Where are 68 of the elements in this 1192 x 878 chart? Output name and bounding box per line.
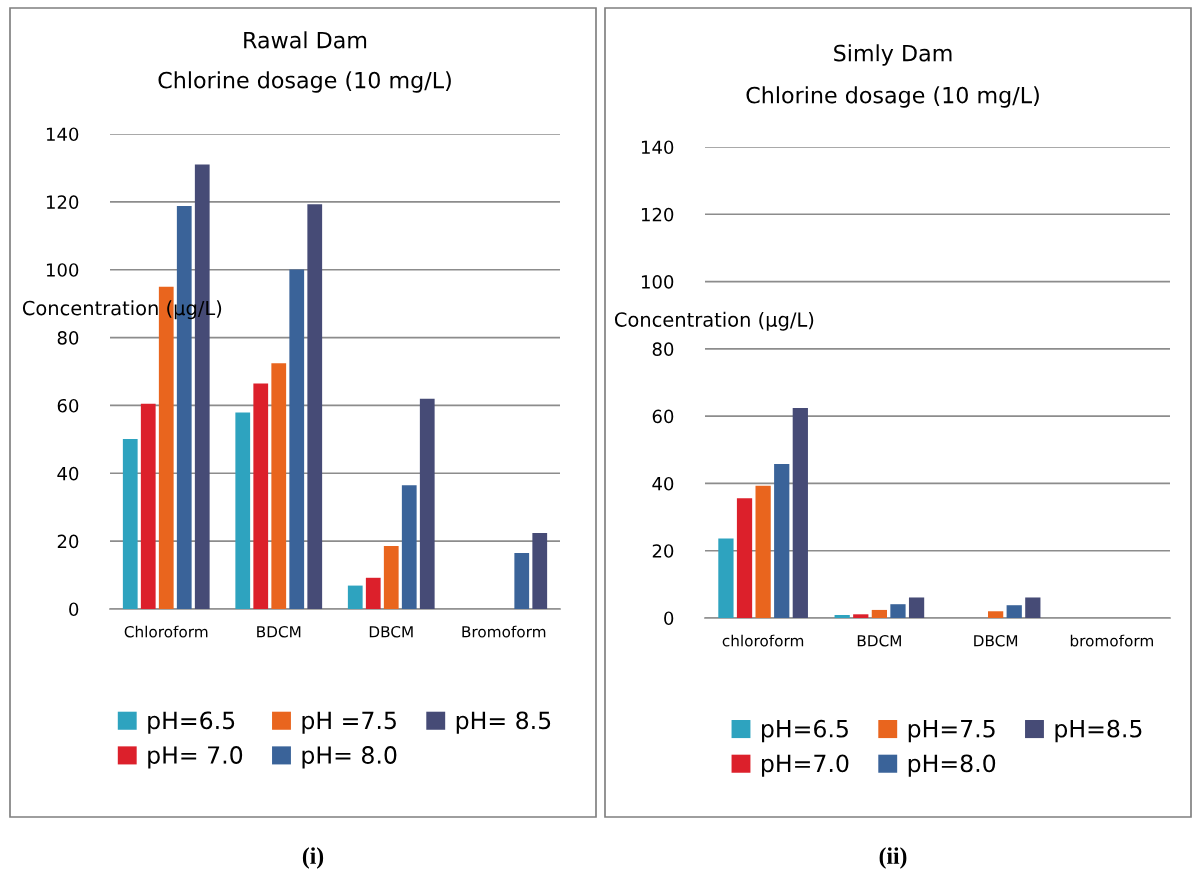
x-tick-label: Bromoform <box>462 625 546 638</box>
text: (i) <box>302 847 324 869</box>
y-tick-label: 80 <box>57 331 79 345</box>
bar <box>853 614 869 618</box>
bar <box>792 408 808 618</box>
bar <box>383 545 399 609</box>
y-tick-label: 120 <box>46 195 79 209</box>
legend-label: pH =7.5 <box>302 711 396 734</box>
bar <box>122 439 138 609</box>
y-tick-label: 140 <box>46 127 79 142</box>
bar <box>1025 597 1041 618</box>
y-tick-label: 100 <box>46 263 79 277</box>
legend-label: pH= 7.0 <box>148 746 243 769</box>
x-tick-label: DBCM <box>974 634 1018 647</box>
text: (ii) <box>879 847 907 869</box>
y-tick-label: 60 <box>652 409 674 424</box>
y-tick-label: 40 <box>652 476 674 491</box>
bar <box>988 611 1004 618</box>
x-tick-label: chloroform <box>722 634 804 647</box>
y-tick-label: 0 <box>664 611 674 626</box>
y-tick-label: 120 <box>641 207 674 222</box>
y-tick-label: 20 <box>652 544 674 558</box>
legend-label: pH= 8.5 <box>456 711 551 734</box>
y-tick-label: 40 <box>57 466 79 481</box>
legend-label: pH=8.5 <box>1055 719 1142 743</box>
bar <box>271 363 287 609</box>
x-tick-label: DBCM <box>369 625 413 638</box>
bar <box>774 463 790 618</box>
bar <box>235 412 251 609</box>
x-tick-label: Chloroform <box>124 625 208 638</box>
chart-subtitle: Chlorine dosage (10 mg/L) <box>746 86 1039 108</box>
bar <box>908 597 925 618</box>
chart-title: Simly Dam <box>834 44 952 66</box>
y-tick-label: 0 <box>69 602 79 617</box>
y-axis-title: Concentration (µg/L) <box>614 311 814 331</box>
legend-label: pH=8.0 <box>908 754 996 777</box>
bar <box>419 398 435 609</box>
legend-label: pH=7.5 <box>908 720 995 743</box>
y-tick-label: 60 <box>57 398 79 413</box>
bar <box>871 609 887 618</box>
y-tick-label: 140 <box>641 140 674 155</box>
y-tick-label: 20 <box>57 534 79 549</box>
bar <box>718 538 734 618</box>
legend-label: pH= 8.0 <box>302 746 397 769</box>
bar <box>365 577 381 609</box>
x-tick-label: BDCM <box>257 625 301 638</box>
bar <box>289 269 305 609</box>
bar <box>834 614 850 618</box>
x-tick-label: BDCM <box>857 634 901 647</box>
bar <box>736 498 753 618</box>
x-tick-label: bromoform <box>1070 634 1153 647</box>
bar <box>140 403 156 609</box>
bar <box>890 604 906 618</box>
bar <box>1006 605 1022 618</box>
y-tick-label: 80 <box>652 342 674 356</box>
bar <box>532 533 548 609</box>
y-tick-label: 100 <box>641 275 674 289</box>
bar <box>514 553 530 609</box>
bar <box>401 485 417 609</box>
chart-subtitle: Chlorine dosage (10 mg/L) <box>158 71 451 93</box>
chart-title: Rawal Dam <box>244 31 367 49</box>
bar <box>755 485 771 618</box>
legend-label: pH=7.0 <box>762 754 849 777</box>
bar <box>307 204 323 609</box>
legend-label: pH=6.5 <box>148 711 235 734</box>
bar <box>253 383 269 609</box>
bar <box>347 585 363 609</box>
legend-label: pH=6.5 <box>762 719 848 743</box>
